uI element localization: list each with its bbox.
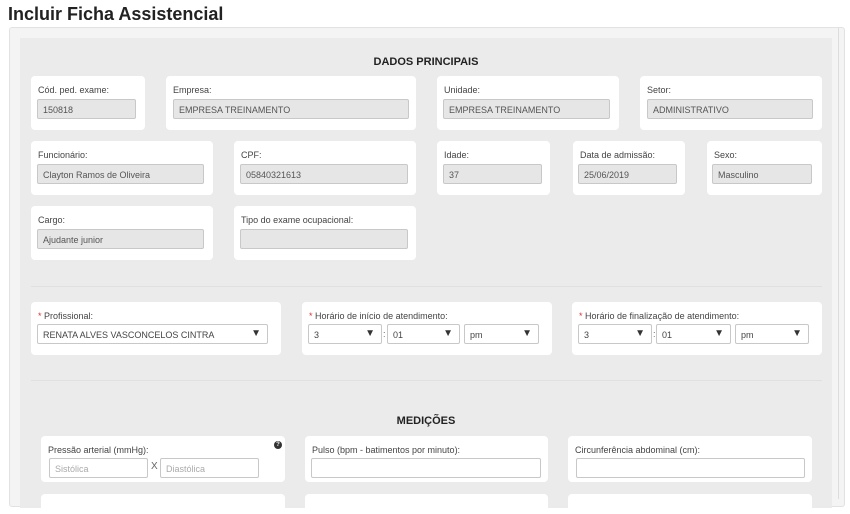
- field-profissional: * Profissional: RENATA ALVES VASCONCELOS…: [31, 302, 281, 355]
- pulso-input[interactable]: [311, 458, 541, 478]
- cargo-input: Ajudante junior: [37, 229, 204, 249]
- cod-ped-exame-input: 150818: [37, 99, 136, 119]
- circunferencia-input[interactable]: [576, 458, 805, 478]
- field-label: Unidade:: [444, 85, 481, 95]
- sistolica-input[interactable]: Sistólica: [49, 458, 148, 478]
- field-next-row: [41, 494, 285, 514]
- time-separator: :: [383, 329, 386, 339]
- scrollbar[interactable]: [838, 28, 844, 499]
- field-label: Circunferência abdominal (cm):: [575, 445, 701, 455]
- field-pulso: Pulso (bpm - batimentos por minuto):: [305, 436, 548, 482]
- section-heading-dados: DADOS PRINCIPAIS: [373, 56, 479, 68]
- divider: [31, 286, 822, 287]
- data-admissao-input: 25/06/2019: [578, 164, 677, 184]
- field-horario-fim: * Horário de finalização de atendimento:…: [572, 302, 822, 355]
- field-label: Empresa:: [173, 85, 212, 95]
- page-title: Incluir Ficha Assistencial: [8, 4, 224, 24]
- field-label: Idade:: [444, 150, 470, 160]
- inicio-minute-select[interactable]: 01 ▼: [387, 324, 460, 344]
- chevron-down-icon: ▼: [635, 328, 645, 339]
- diastolica-input[interactable]: Diastólica: [160, 458, 259, 478]
- field-label: * Profissional:: [38, 311, 94, 321]
- field-tipo-exame: Tipo do exame ocupacional:: [234, 206, 416, 260]
- fim-hour-select[interactable]: 3 ▼: [578, 324, 652, 344]
- field-label: * Horário de início de atendimento:: [309, 311, 448, 321]
- field-unidade: Unidade: EMPRESA TREINAMENTO: [437, 76, 619, 130]
- fim-minute-select[interactable]: 01 ▼: [656, 324, 731, 344]
- sexo-input: Masculino: [712, 164, 812, 184]
- profissional-select[interactable]: RENATA ALVES VASCONCELOS CINTRA ▼: [37, 324, 268, 344]
- field-empresa: Empresa: EMPRESA TREINAMENTO: [166, 76, 416, 130]
- field-setor: Setor: ADMINISTRATIVO: [640, 76, 822, 130]
- field-label: Funcionário:: [38, 150, 88, 160]
- inicio-ampm-select[interactable]: pm ▼: [464, 324, 539, 344]
- field-cargo: Cargo: Ajudante junior: [31, 206, 213, 260]
- divider: [31, 380, 822, 381]
- funcionario-input: Clayton Ramos de Oliveira: [37, 164, 204, 184]
- field-label: Tipo do exame ocupacional:: [241, 215, 354, 225]
- setor-input: ADMINISTRATIVO: [647, 99, 813, 119]
- field-label: Cargo:: [38, 215, 66, 225]
- field-cpf: CPF: 05840321613: [234, 141, 416, 195]
- fim-ampm-select[interactable]: pm ▼: [735, 324, 809, 344]
- unidade-input: EMPRESA TREINAMENTO: [443, 99, 610, 119]
- field-label: CPF:: [241, 150, 262, 160]
- tipo-exame-input: [240, 229, 408, 249]
- field-pressao-arterial: Pressão arterial (mmHg): ? Sistólica X D…: [41, 436, 285, 482]
- field-idade: Idade: 37: [437, 141, 550, 195]
- field-sexo: Sexo: Masculino: [707, 141, 822, 195]
- section-heading-medicoes: MEDIÇÕES: [396, 415, 456, 427]
- field-circunferencia: Circunferência abdominal (cm):: [568, 436, 812, 482]
- idade-input: 37: [443, 164, 542, 184]
- chevron-down-icon: ▼: [365, 328, 375, 339]
- field-next-row: [568, 494, 812, 514]
- field-label: Data de admissão:: [580, 150, 656, 160]
- field-funcionario: Funcionário: Clayton Ramos de Oliveira: [31, 141, 213, 195]
- chevron-down-icon: ▼: [714, 328, 724, 339]
- field-label: Sexo:: [714, 150, 738, 160]
- field-data-admissao: Data de admissão: 25/06/2019: [573, 141, 685, 195]
- time-separator: :: [653, 329, 656, 339]
- chevron-down-icon: ▼: [443, 328, 453, 339]
- field-horario-inicio: * Horário de início de atendimento: 3 ▼ :…: [302, 302, 552, 355]
- inicio-hour-select[interactable]: 3 ▼: [308, 324, 382, 344]
- field-label: Cód. ped. exame:: [38, 85, 110, 95]
- chevron-down-icon: ▼: [251, 328, 261, 339]
- field-cod-ped-exame: Cód. ped. exame: 150818: [31, 76, 145, 130]
- field-label: Pressão arterial (mmHg):: [48, 445, 149, 455]
- field-next-row: [305, 494, 548, 514]
- field-label: Pulso (bpm - batimentos por minuto):: [312, 445, 461, 455]
- chevron-down-icon: ▼: [522, 328, 532, 339]
- empresa-input: EMPRESA TREINAMENTO: [173, 99, 409, 119]
- pressure-separator: X: [151, 461, 158, 472]
- help-icon[interactable]: ?: [274, 441, 282, 449]
- chevron-down-icon: ▼: [792, 328, 802, 339]
- cpf-input: 05840321613: [240, 164, 408, 184]
- field-label: Setor:: [647, 85, 672, 95]
- field-label: * Horário de finalização de atendimento:: [579, 311, 740, 321]
